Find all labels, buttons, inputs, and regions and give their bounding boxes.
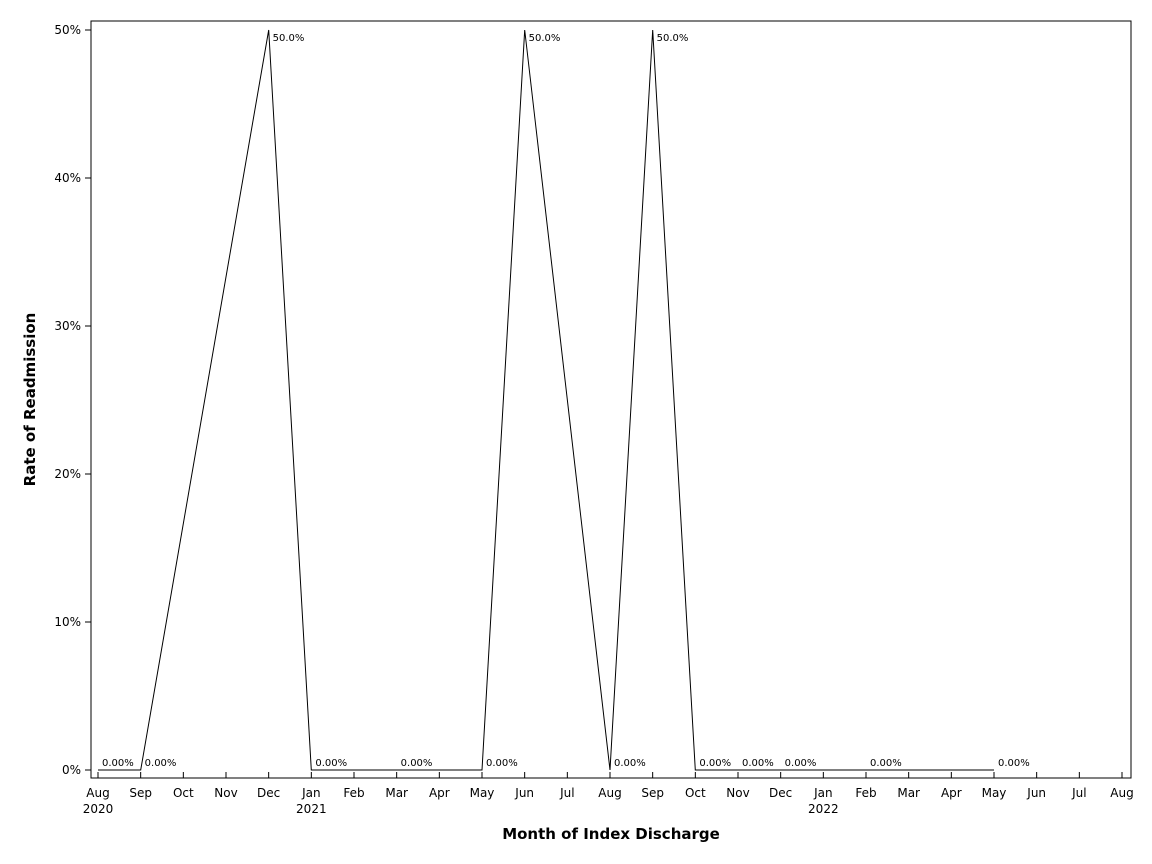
y-tick-label: 20%: [54, 467, 81, 481]
x-tick-label: Nov: [214, 786, 237, 800]
x-tick-label: Oct: [173, 786, 194, 800]
y-tick-label: 50%: [54, 23, 81, 37]
x-tick-label: Aug: [86, 786, 109, 800]
x-tick-label: Jan: [813, 786, 833, 800]
series-line: [98, 29, 994, 771]
x-tick-label: Jul: [1071, 786, 1086, 800]
x-tick-label: May: [982, 786, 1007, 800]
data-label: 0.00%: [998, 758, 1030, 769]
x-tick-label: Mar: [385, 786, 408, 800]
x-tick-label: Jul: [559, 786, 574, 800]
x-tick-label: Apr: [429, 786, 450, 800]
x-tick-year-label: 2022: [808, 802, 839, 816]
y-tick-label: 10%: [54, 615, 81, 629]
x-tick-label: Dec: [769, 786, 792, 800]
data-label: 0.00%: [145, 758, 177, 769]
x-tick-label: Sep: [129, 786, 152, 800]
data-label: 50.0%: [273, 33, 305, 44]
data-labels: 0.00% 0.00% 50.0% 0.00% 0.00% 0.00% 50.0% 0.00%…: [102, 33, 1030, 769]
x-tick-label: Apr: [941, 786, 962, 800]
y-axis-title: Rate of Readmission: [21, 313, 39, 487]
y-axis: 0% 10% 20% 30% 40% 50%: [54, 23, 91, 777]
x-tick-label: Jun: [1026, 786, 1046, 800]
data-label: 0.00%: [401, 758, 433, 769]
data-label: 50.0%: [529, 33, 561, 44]
y-tick-label: 40%: [54, 171, 81, 185]
x-tick-label: Jan: [301, 786, 321, 800]
data-label: 0.00%: [785, 758, 817, 769]
x-tick-label: Aug: [598, 786, 621, 800]
x-tick-label: Sep: [641, 786, 664, 800]
data-label: 0.00%: [699, 758, 731, 769]
data-label: 0.00%: [486, 758, 518, 769]
y-tick-label: 30%: [54, 319, 81, 333]
y-tick-label: 0%: [62, 763, 81, 777]
x-axis-title: Month of Index Discharge: [502, 825, 720, 843]
x-tick-label: Oct: [685, 786, 706, 800]
x-tick-label: Feb: [855, 786, 876, 800]
data-label: 0.00%: [870, 758, 902, 769]
x-tick-label: Dec: [257, 786, 280, 800]
x-tick-year-label: 2020: [83, 802, 114, 816]
plot-area: [90, 20, 1132, 779]
x-tick-label: May: [470, 786, 495, 800]
x-tick-label: Nov: [726, 786, 749, 800]
data-label: 50.0%: [657, 33, 689, 44]
x-tick-label: Aug: [1110, 786, 1133, 800]
data-label: 0.00%: [102, 758, 134, 769]
x-tick-label: Jun: [514, 786, 534, 800]
data-label: 0.00%: [742, 758, 774, 769]
data-label: 0.00%: [614, 758, 646, 769]
x-tick-label: Feb: [343, 786, 364, 800]
x-axis: Aug 2020 Sep Oct Nov Dec Jan 2021 Feb Mar Apr May Ju…: [83, 772, 1134, 816]
data-label: 0.00%: [315, 758, 347, 769]
x-tick-year-label: 2021: [296, 802, 327, 816]
series-layer: [98, 29, 994, 771]
x-tick-label: Mar: [897, 786, 920, 800]
